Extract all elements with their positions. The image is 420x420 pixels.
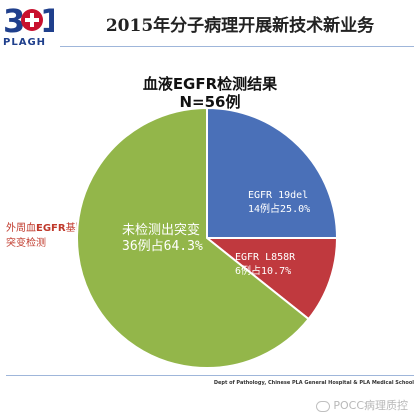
watermark-text: POCC病理质控	[333, 399, 408, 412]
side-label-bold: EGFR	[36, 223, 66, 234]
svg-text:1: 1	[40, 2, 54, 36]
chart-title-block: 血液EGFR检测结果 N=56例	[90, 75, 330, 111]
footer-text: Dept of Pathology, Chinese PLA General H…	[213, 380, 414, 386]
pie-slice-detail-2: 6例占10.7%	[235, 264, 291, 277]
pie-slice-detail-3: 36例占64.3%	[122, 239, 203, 254]
pie-slice-2	[204, 237, 339, 321]
svg-text:3: 3	[3, 2, 25, 36]
chart-title: 血液EGFR检测结果	[142, 75, 278, 93]
logo-text: PLAGH	[3, 37, 47, 48]
side-label-line1: 外周血EGFR基因	[6, 221, 86, 236]
watermark: POCC病理质控	[316, 397, 408, 413]
slide-title: 2015年分子病理开展新技术新业务	[105, 16, 375, 36]
pie-slice-1	[206, 106, 339, 239]
pie-slice-label-1: EGFR 19del	[248, 190, 308, 201]
hospital-logo: 3 1 PLAGH	[2, 2, 58, 52]
pie-slice-detail-1: 14例占25.0%	[248, 202, 310, 215]
footer-divider	[6, 375, 414, 376]
title-divider	[60, 46, 414, 47]
pie-slice-label-2: EGFR L858R	[235, 252, 296, 263]
side-label: 外周血EGFR基因 突变检测	[6, 221, 86, 251]
pie-slice-label-3: 未检测出突变	[122, 222, 200, 238]
side-label-prefix: 外周血	[6, 223, 36, 234]
pie-slice-3	[76, 106, 311, 369]
side-label-line2: 突变检测	[6, 238, 46, 249]
wechat-icon	[316, 400, 331, 412]
side-label-suffix: 基因	[65, 223, 86, 234]
hospital-cross-logo-icon: 3 1	[3, 2, 54, 36]
chart-subtitle: N=56例	[179, 93, 241, 111]
